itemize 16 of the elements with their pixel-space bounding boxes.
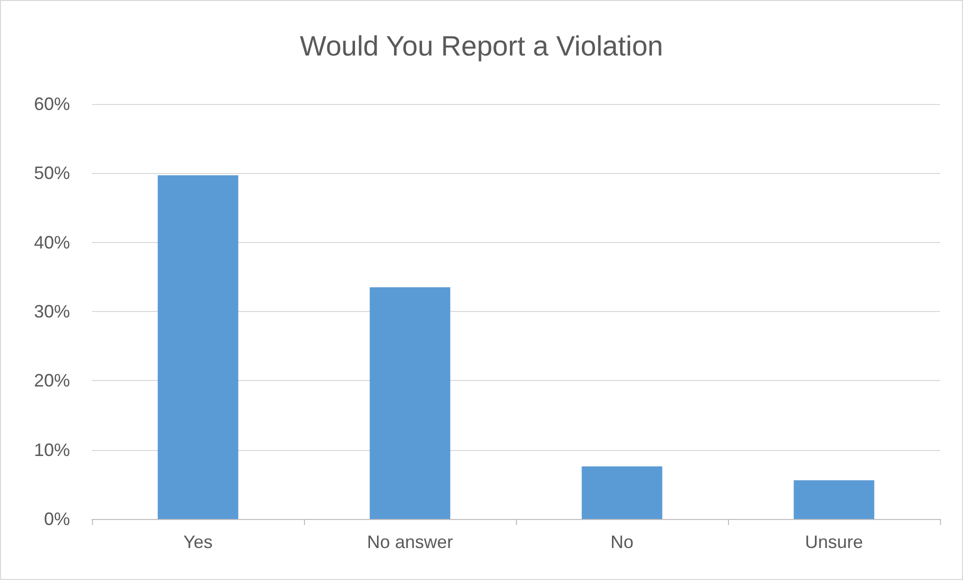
y-tick-label: 40% [34,232,70,252]
y-tick-label: 10% [34,440,70,460]
bar [158,175,238,519]
y-tick-label: 60% [34,94,70,114]
bar [370,287,450,519]
x-tick-label: Yes [183,532,213,552]
y-tick-label: 0% [44,509,70,529]
x-tick-label: No answer [366,532,454,552]
y-tick-label: 30% [34,302,70,322]
chart-title: Would You Report a Violation [300,30,664,62]
y-tick-label: 50% [34,163,70,184]
x-tick-label: Unsure [804,532,864,552]
y-tick-label: 20% [34,370,70,391]
bar [582,466,662,519]
x-tick-label: No [610,532,634,552]
bar [794,480,874,519]
